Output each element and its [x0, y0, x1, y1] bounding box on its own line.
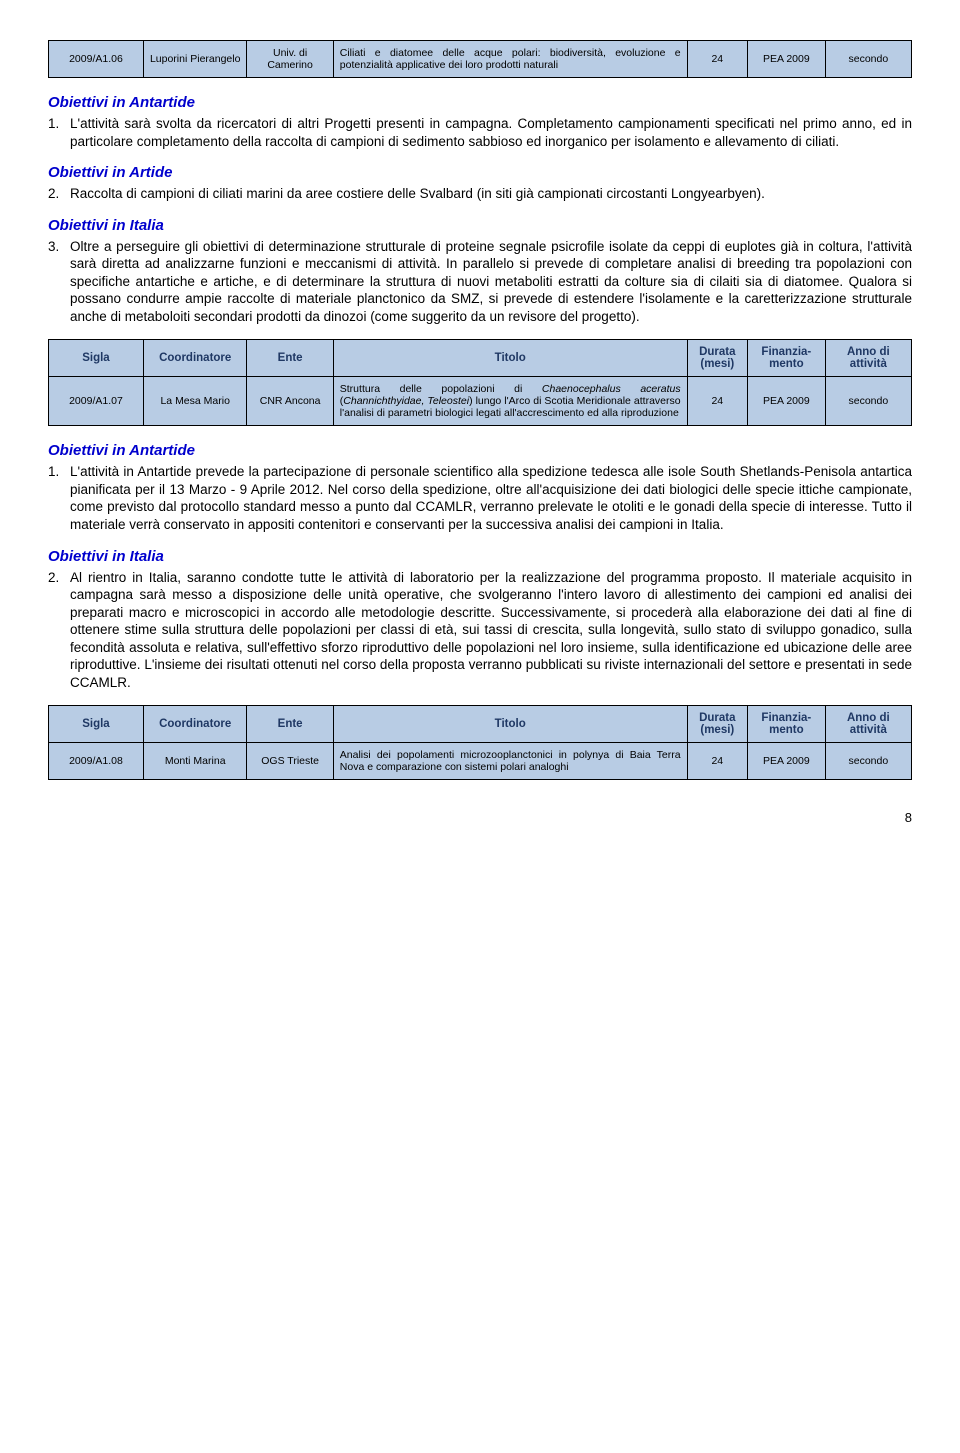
- col-anno: Anno di attività: [825, 340, 911, 377]
- col-durata: Durata (mesi): [687, 706, 747, 743]
- item-number: 3.: [48, 238, 70, 256]
- col-titolo: Titolo: [333, 706, 687, 743]
- table-row: 2009/A1.07 La Mesa Mario CNR Ancona Stru…: [49, 377, 912, 426]
- table-row: 2009/A1.08 Monti Marina OGS Trieste Anal…: [49, 743, 912, 780]
- col-coord: Coordinatore: [143, 706, 247, 743]
- project-table-1: 2009/A1.06 Luporini Pierangelo Univ. di …: [48, 40, 912, 78]
- cell-anno: secondo: [825, 377, 911, 426]
- item-text: L'attività in Antartide prevede la parte…: [70, 463, 912, 533]
- cell-anno: secondo: [825, 41, 911, 78]
- cell-coord: La Mesa Mario: [143, 377, 247, 426]
- col-fin: Finanzia-mento: [748, 340, 826, 377]
- cell-anno: secondo: [825, 743, 911, 780]
- col-ente: Ente: [247, 340, 333, 377]
- table-row: 2009/A1.06 Luporini Pierangelo Univ. di …: [49, 41, 912, 78]
- item-number: 1.: [48, 463, 70, 481]
- col-titolo: Titolo: [333, 340, 687, 377]
- item-text: Raccolta di campioni di ciliati marini d…: [70, 185, 912, 203]
- cell-titolo: Analisi dei popolamenti microzooplancton…: [333, 743, 687, 780]
- col-anno: Anno di attività: [825, 706, 911, 743]
- item-number: 2.: [48, 185, 70, 203]
- cell-fin: PEA 2009: [748, 41, 826, 78]
- table-header-row: Sigla Coordinatore Ente Titolo Durata (m…: [49, 340, 912, 377]
- cell-titolo: Ciliati e diatomee delle acque polari: b…: [333, 41, 687, 78]
- heading-antartide-2: Obiettivi in Antartide: [48, 442, 912, 459]
- col-sigla: Sigla: [49, 706, 144, 743]
- item-number: 2.: [48, 569, 70, 587]
- col-sigla: Sigla: [49, 340, 144, 377]
- heading-italia-2: Obiettivi in Italia: [48, 548, 912, 565]
- cell-durata: 24: [687, 377, 747, 426]
- item-text: L'attività sarà svolta da ricercatori di…: [70, 115, 912, 150]
- item-text: Oltre a perseguire gli obiettivi di dete…: [70, 238, 912, 326]
- project-table-3: Sigla Coordinatore Ente Titolo Durata (m…: [48, 705, 912, 780]
- heading-antartide-1: Obiettivi in Antartide: [48, 94, 912, 111]
- cell-durata: 24: [687, 743, 747, 780]
- paragraph: 3. Oltre a perseguire gli obiettivi di d…: [48, 238, 912, 326]
- cell-ente: CNR Ancona: [247, 377, 333, 426]
- cell-sigla: 2009/A1.06: [49, 41, 144, 78]
- cell-titolo: Struttura delle popolazioni di Chaenocep…: [333, 377, 687, 426]
- col-durata: Durata (mesi): [687, 340, 747, 377]
- item-text: Al rientro in Italia, saranno condotte t…: [70, 569, 912, 692]
- paragraph: 2. Al rientro in Italia, saranno condott…: [48, 569, 912, 692]
- paragraph: 1. L'attività sarà svolta da ricercatori…: [48, 115, 912, 150]
- cell-fin: PEA 2009: [748, 743, 826, 780]
- paragraph: 2. Raccolta di campioni di ciliati marin…: [48, 185, 912, 203]
- paragraph: 1. L'attività in Antartide prevede la pa…: [48, 463, 912, 533]
- heading-italia-1: Obiettivi in Italia: [48, 217, 912, 234]
- col-coord: Coordinatore: [143, 340, 247, 377]
- cell-durata: 24: [687, 41, 747, 78]
- cell-coord: Monti Marina: [143, 743, 247, 780]
- item-number: 1.: [48, 115, 70, 133]
- heading-artide: Obiettivi in Artide: [48, 164, 912, 181]
- cell-sigla: 2009/A1.07: [49, 377, 144, 426]
- col-fin: Finanzia-mento: [748, 706, 826, 743]
- col-ente: Ente: [247, 706, 333, 743]
- cell-fin: PEA 2009: [748, 377, 826, 426]
- cell-ente: Univ. di Camerino: [247, 41, 333, 78]
- project-table-2: Sigla Coordinatore Ente Titolo Durata (m…: [48, 339, 912, 426]
- cell-coord: Luporini Pierangelo: [143, 41, 247, 78]
- cell-sigla: 2009/A1.08: [49, 743, 144, 780]
- table-header-row: Sigla Coordinatore Ente Titolo Durata (m…: [49, 706, 912, 743]
- cell-ente: OGS Trieste: [247, 743, 333, 780]
- page-number: 8: [48, 810, 912, 825]
